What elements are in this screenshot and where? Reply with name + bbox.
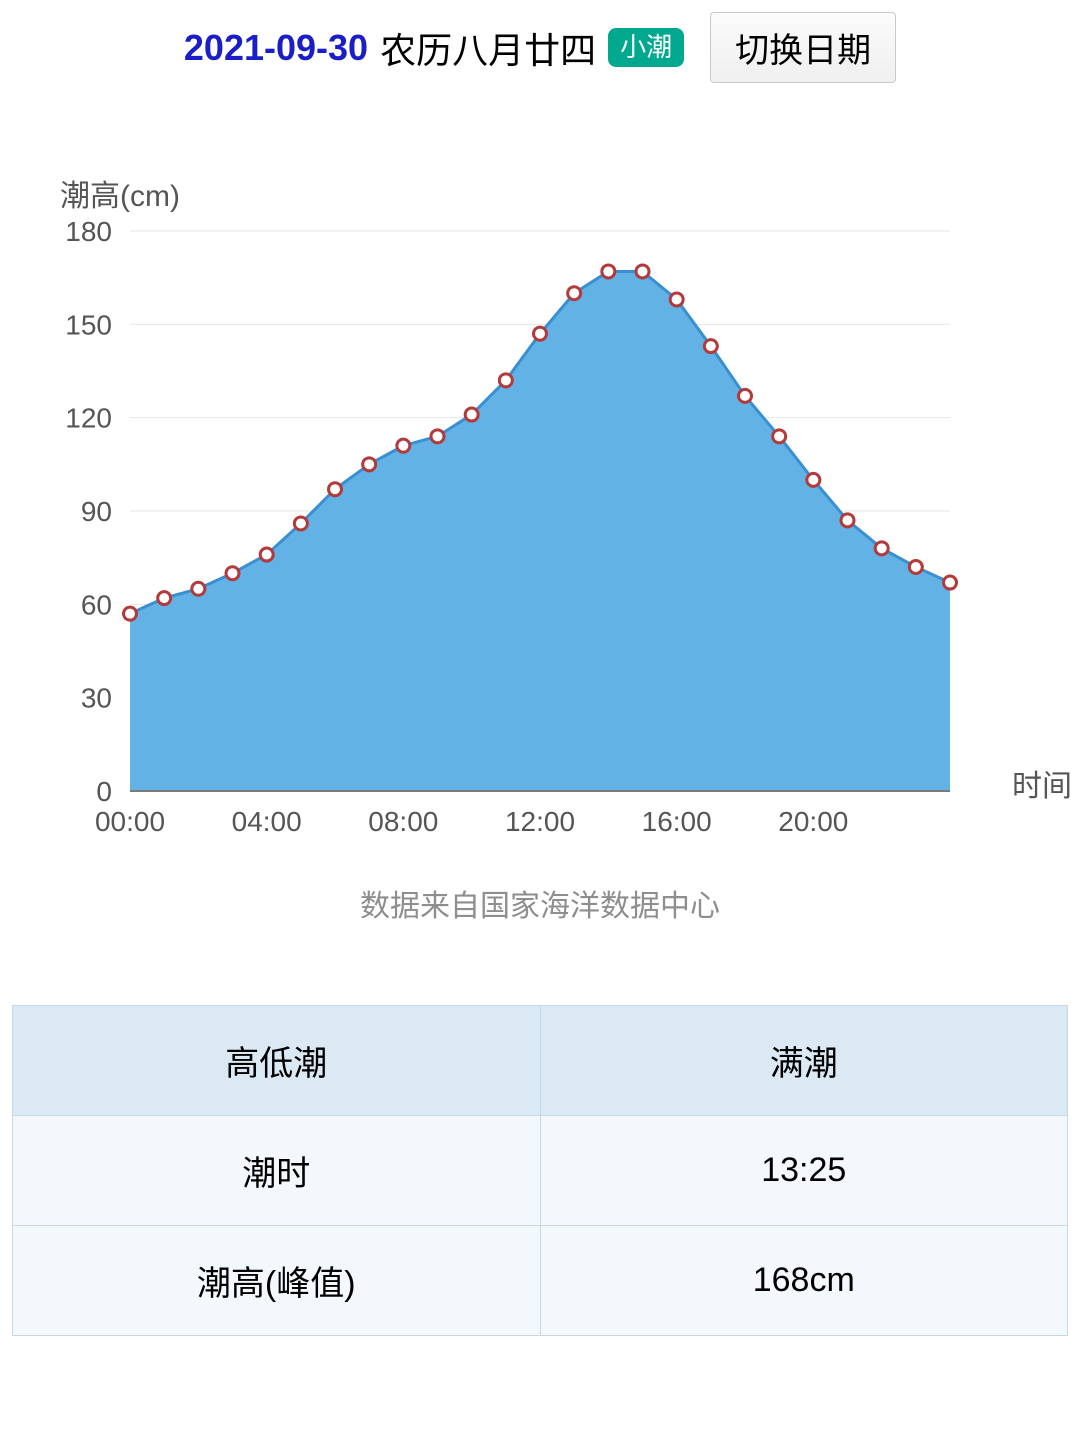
header-bar: 2021-09-30 农历八月廿四 小潮 切换日期 xyxy=(0,0,1080,91)
svg-text:12:00: 12:00 xyxy=(505,806,575,837)
table-cell: 潮时 xyxy=(13,1116,541,1226)
table-row: 潮高(峰值)168cm xyxy=(13,1226,1068,1336)
svg-text:150: 150 xyxy=(65,309,112,340)
y-axis-title: 潮高(cm) xyxy=(60,171,180,215)
table-cell: 潮高(峰值) xyxy=(13,1226,541,1336)
table-header-cell: 高低潮 xyxy=(13,1006,541,1116)
table-row: 潮时13:25 xyxy=(13,1116,1068,1226)
svg-text:20:00: 20:00 xyxy=(778,806,848,837)
svg-text:08:00: 08:00 xyxy=(368,806,438,837)
svg-text:04:00: 04:00 xyxy=(232,806,302,837)
svg-text:120: 120 xyxy=(65,403,112,434)
x-axis-title: 时间 xyxy=(1012,761,1072,805)
tide-type-badge: 小潮 xyxy=(608,28,684,67)
table-header-cell: 满潮 xyxy=(540,1006,1068,1116)
table-cell: 168cm xyxy=(540,1226,1068,1336)
switch-date-button[interactable]: 切换日期 xyxy=(710,12,896,83)
chart-svg: 0 30 60 90 120 150 180 00:00 04:00 08:00 12:00 16:0… xyxy=(20,211,1060,851)
lunar-date-label: 农历八月廿四 xyxy=(380,22,596,74)
svg-text:90: 90 xyxy=(81,496,112,527)
svg-text:30: 30 xyxy=(81,683,112,714)
data-source-note: 数据来自国家海洋数据中心 xyxy=(0,881,1080,925)
tide-chart: 潮高(cm) 030609012015018000:0004:0008:0012… xyxy=(20,211,1060,851)
date-label: 2021-09-30 xyxy=(184,27,368,69)
table-header-row: 高低潮 满潮 xyxy=(13,1006,1068,1116)
svg-text:0: 0 xyxy=(96,776,112,807)
svg-text:180: 180 xyxy=(65,216,112,247)
table-cell: 13:25 xyxy=(540,1116,1068,1226)
svg-text:00:00: 00:00 xyxy=(95,806,165,837)
svg-text:16:00: 16:00 xyxy=(642,806,712,837)
tide-table: 高低潮 满潮 潮时13:25潮高(峰值)168cm xyxy=(12,1005,1068,1336)
svg-text:60: 60 xyxy=(81,589,112,620)
